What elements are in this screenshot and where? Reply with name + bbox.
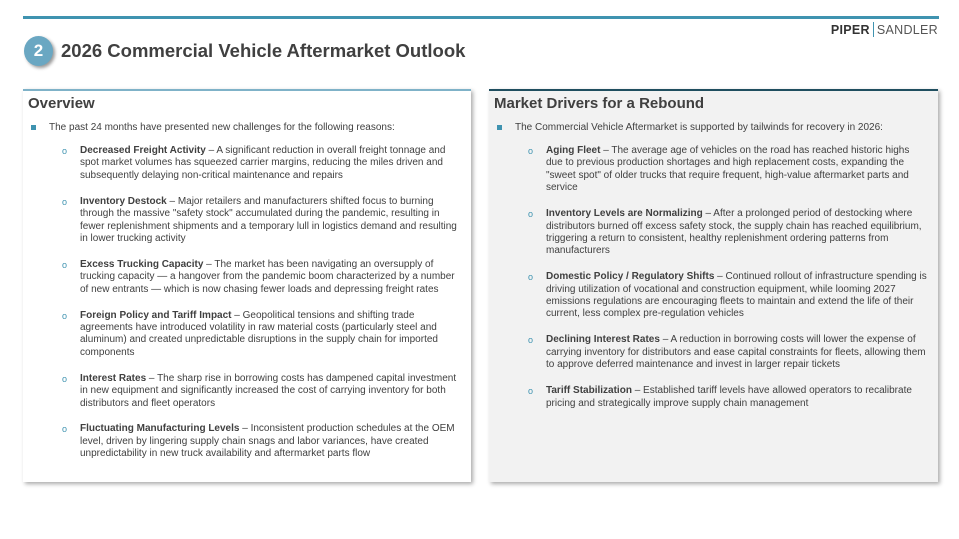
item-text: – A significant reduction in overall fre… (80, 145, 446, 181)
item-title: Declining Interest Rates (546, 334, 660, 346)
item-title: Inventory Destock (80, 195, 167, 207)
list-item: o Declining Interest Rates – A reduction … (528, 334, 928, 371)
item-text: – Established tariff levels have allowed… (546, 385, 912, 409)
circle-bullet-icon: o (62, 424, 68, 435)
piper-sandler-logo: PIPER SANDLER (831, 22, 938, 37)
item-title: Decreased Freight Activity (80, 145, 206, 156)
circle-bullet-icon: o (62, 259, 68, 270)
section-number-badge: 2 (24, 36, 53, 66)
item-text: – Major retailers and manufacturers shif… (80, 195, 457, 244)
logo-sandler: SANDLER (876, 22, 938, 37)
item-title: Tariff Stabilization (546, 385, 632, 397)
item-text: – The average age of vehicles on the roa… (546, 145, 910, 194)
circle-bullet-icon: o (62, 373, 68, 384)
item-text: – Continued rollout of infrastructure sp… (546, 271, 927, 320)
circle-bullet-icon: o (528, 209, 534, 220)
item-title: Foreign Policy and Tariff Impact (80, 309, 232, 321)
circle-bullet-icon: o (528, 272, 534, 283)
item-text: – The sharp rise in borrowing costs has … (80, 372, 457, 409)
item-title: Interest Rates (80, 372, 147, 384)
drivers-panel: Market Drivers for a Rebound The Commerc… (489, 89, 938, 482)
circle-bullet-icon: o (528, 146, 534, 156)
logo-piper: PIPER (830, 22, 870, 37)
item-title: Fluctuating Manufacturing Levels (80, 423, 240, 435)
list-item: o Fluctuating Manufacturing Levels – Inco… (62, 423, 461, 460)
circle-bullet-icon: o (528, 335, 534, 346)
logo-divider (872, 22, 874, 37)
drivers-lead: The Commercial Vehicle Aftermarket is su… (497, 122, 938, 133)
circle-bullet-icon: o (62, 310, 68, 321)
drivers-list: o Aging Fleet – The average age of vehicl… (528, 145, 928, 410)
list-item: o Tariff Stabilization – Established tari… (528, 385, 928, 410)
drivers-heading: Market Drivers for a Rebound (494, 95, 705, 112)
list-item: o Domestic Policy / Regulatory Shifts – C… (528, 271, 928, 321)
item-title: Inventory Levels are Normalizing (546, 208, 703, 220)
overview-lead: The past 24 months have presented new ch… (31, 122, 471, 133)
item-text: – Geopolitical tensions and shifting tra… (80, 309, 438, 358)
item-title: Excess Trucking Capacity (80, 258, 204, 270)
top-accent-bar (23, 16, 939, 19)
list-item: o Aging Fleet – The average age of vehicl… (528, 145, 928, 195)
list-item: o Foreign Policy and Tariff Impact – Geop… (62, 309, 461, 360)
item-text: – After a prolonged period of destocking… (546, 208, 922, 257)
item-text: – The market has been navigating an over… (80, 258, 455, 295)
list-item: o Decreased Freight Activity – A signific… (62, 145, 461, 182)
item-title: Aging Fleet (546, 145, 601, 156)
item-text: – A reduction in borrowing costs will lo… (546, 334, 926, 371)
overview-heading: Overview (28, 95, 95, 112)
circle-bullet-icon: o (528, 386, 534, 397)
list-item: o Inventory Levels are Normalizing – Afte… (528, 208, 928, 258)
list-item: o Inventory Destock – Major retailers and… (62, 195, 461, 246)
list-item: o Interest Rates – The sharp rise in borr… (62, 372, 461, 410)
circle-bullet-icon: o (62, 146, 68, 156)
overview-list: o Decreased Freight Activity – A signific… (62, 145, 461, 461)
item-text: – Inconsistent production schedules at t… (80, 423, 455, 460)
page-title: 2026 Commercial Vehicle Aftermarket Outl… (61, 40, 466, 61)
list-item: o Excess Trucking Capacity – The market h… (62, 258, 461, 296)
circle-bullet-icon: o (62, 196, 68, 207)
item-title: Domestic Policy / Regulatory Shifts (546, 271, 715, 283)
overview-panel: Overview The past 24 months have present… (23, 89, 471, 482)
